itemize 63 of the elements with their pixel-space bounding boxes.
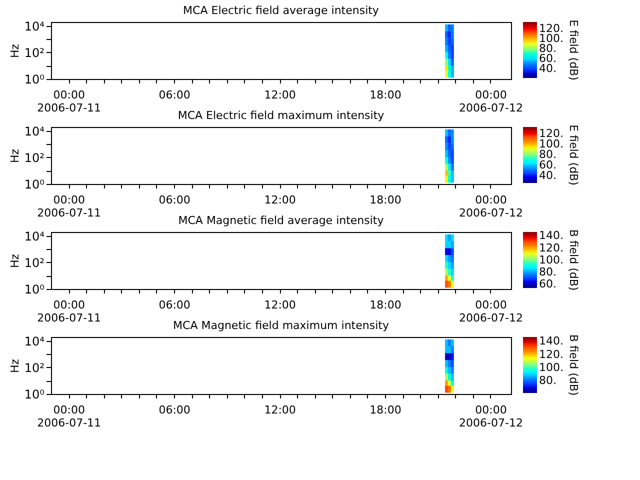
y-tick-label: 10⁰ (24, 388, 45, 402)
x-tick-label: 12:00 (264, 404, 296, 416)
y-tick-label: 10² (24, 150, 45, 165)
color-bar-label: 40. (539, 62, 556, 75)
x-tick-label: 12:00 (264, 88, 296, 102)
y-tick-label: 10² (24, 256, 45, 270)
x-tick-label: 12:00 (264, 298, 296, 312)
color-bar-title: E field (dB) (567, 20, 580, 80)
y-axis-title: Hz (8, 254, 22, 268)
y-axis-title: Hz (8, 358, 22, 374)
chart-title: MCA Electric field maximum intensity (178, 108, 385, 122)
color-bar-label: 40. (539, 169, 556, 182)
x-tick-label: 00:00 2006-07-11 (37, 194, 102, 220)
color-bar-label: 120. (539, 348, 564, 361)
color-bar-label: 100. (539, 360, 564, 374)
color-bar-label: 80. (539, 265, 556, 278)
color-bar-label: 60. (539, 158, 556, 172)
chart-title: MCA Magnetic field maximum intensity (173, 318, 390, 332)
color-bar-label: 120. (539, 22, 564, 35)
x-tick-label: 18:00 (370, 298, 402, 312)
color-bar-title: E field (dB) (567, 124, 580, 186)
y-tick-label: 10⁴ (24, 19, 45, 34)
color-bar-label: 140. (539, 334, 564, 348)
y-axis-title: Hz (8, 148, 22, 164)
color-bar-label: 60. (539, 277, 556, 290)
x-tick-label: 06:00 (158, 194, 190, 206)
y-tick-label: 10⁰ (24, 178, 45, 192)
chart-title: MCA Magnetic field average intensity (178, 214, 384, 227)
y-tick-label: 10² (24, 360, 45, 375)
color-bar-title: B field (dB) (567, 229, 580, 291)
x-tick-label: 00:00 2006-07-11 (37, 404, 102, 430)
x-tick-label: 12:00 (264, 194, 296, 206)
x-tick-label: 18:00 (370, 194, 402, 206)
color-bar-label: 60. (539, 52, 556, 65)
color-bar-label: 140. (539, 229, 564, 242)
y-tick-label: 10⁴ (24, 124, 45, 138)
x-tick-label: 06:00 (158, 88, 190, 102)
y-tick-label: 10⁴ (24, 229, 45, 244)
x-tick-label: 18:00 (370, 404, 402, 416)
color-bar-label: 100. (539, 253, 564, 266)
y-tick-label: 10⁰ (24, 282, 45, 296)
x-tick-label: 06:00 (158, 404, 190, 416)
chart-title: MCA Electric field average intensity (183, 4, 380, 17)
color-bar-label: 120. (539, 241, 564, 254)
x-tick-label: 00:00 2006-07-12 (459, 298, 523, 324)
x-tick-label: 00:00 2006-07-11 (37, 88, 102, 114)
y-tick-label: 10⁴ (24, 334, 45, 348)
color-bar-label: 100. (539, 137, 564, 150)
y-tick-label: 10⁰ (24, 72, 45, 86)
color-bar-title: B field (dB) (567, 334, 580, 396)
x-tick-label: 00:00 2006-07-12 (459, 404, 523, 430)
x-tick-label: 18:00 (370, 88, 402, 102)
color-bar-label: 120. (539, 126, 564, 140)
x-tick-label: 00:00 2006-07-12 (459, 194, 523, 220)
color-bar-label: 80. (539, 374, 556, 388)
color-bar-label: 100. (539, 32, 564, 45)
y-axis-title: Hz (8, 44, 22, 58)
color-bar-label: 80. (539, 148, 556, 161)
y-tick-label: 10² (24, 46, 45, 60)
x-tick-label: 00:00 2006-07-11 (37, 298, 102, 324)
color-bar-label: 80. (539, 42, 556, 55)
x-tick-label: 00:00 2006-07-12 (459, 88, 523, 114)
x-tick-label: 06:00 (158, 298, 190, 312)
